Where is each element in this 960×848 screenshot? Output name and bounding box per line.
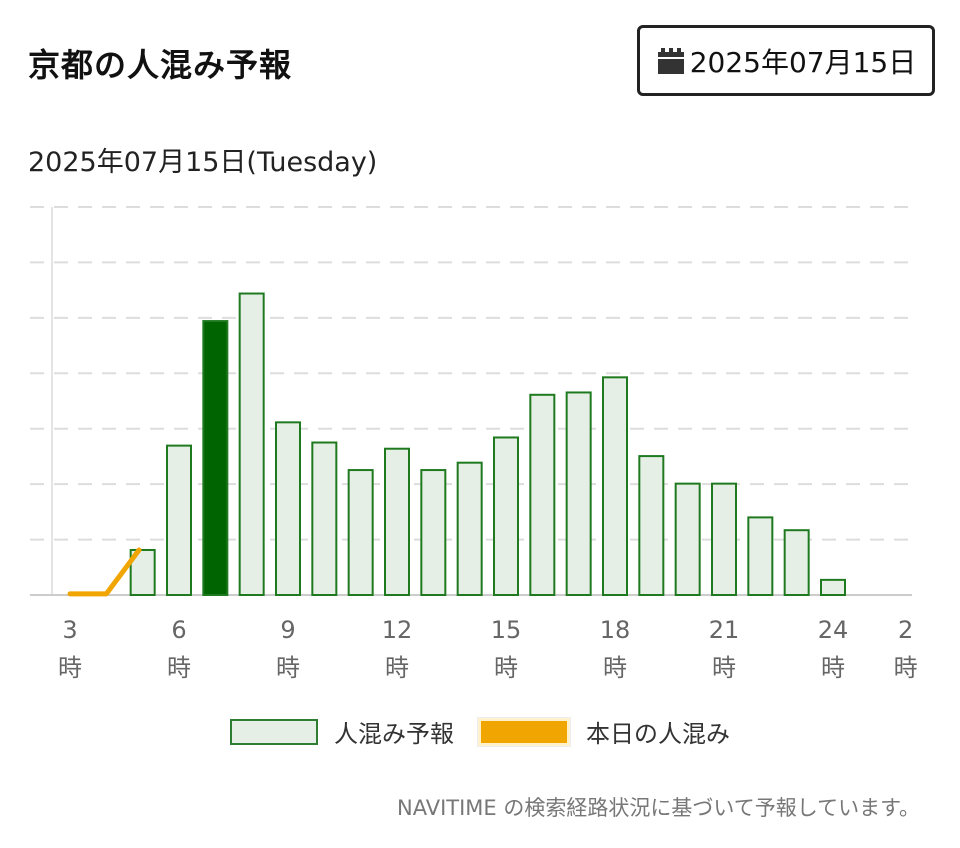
x-tick-unit: 時 xyxy=(276,654,300,682)
x-tick-unit: 時 xyxy=(894,654,918,682)
bar xyxy=(638,455,665,597)
x-tick-label: 6 xyxy=(171,616,186,644)
x-tick-label: 2 xyxy=(898,616,913,644)
x-tick-unit: 時 xyxy=(821,654,845,682)
bar xyxy=(747,516,774,597)
bar xyxy=(820,578,846,596)
bar xyxy=(311,441,338,596)
x-tick-unit: 時 xyxy=(712,654,736,682)
bar xyxy=(493,436,519,596)
chart-legend: 人混み予報 本日の人混み xyxy=(0,714,960,749)
legend-item-today: 本日の人混み xyxy=(468,714,730,749)
bar xyxy=(166,444,192,596)
date-picker-button[interactable]: 2025年07月15日 xyxy=(637,25,935,96)
chart-date-subtitle: 2025年07月15日(Tuesday) xyxy=(28,147,378,178)
bar xyxy=(565,391,592,596)
legend-today-label: 本日の人混み xyxy=(586,720,730,748)
legend-item-forecast: 人混み予報 xyxy=(230,714,454,749)
x-tick-unit: 時 xyxy=(167,654,191,682)
x-tick-unit: 時 xyxy=(58,654,82,682)
bar xyxy=(384,447,410,596)
x-tick-label: 24 xyxy=(818,616,849,644)
x-tick-label: 21 xyxy=(709,616,740,644)
date-button-label: 2025年07月15日 xyxy=(689,45,917,79)
legend-forecast-label: 人混み予報 xyxy=(334,720,454,748)
source-note: NAVITIME の検索経路状況に基づいて予報しています。 xyxy=(396,796,920,820)
x-tick-label: 15 xyxy=(491,616,522,644)
crowd-forecast-chart: 3 時 6 時 9 時 12 時 15 時 18 時 21 時 24 時 2 時 xyxy=(30,206,918,682)
bar xyxy=(711,482,737,597)
bar xyxy=(602,376,628,596)
forecast-swatch xyxy=(230,718,318,745)
bar xyxy=(347,469,374,596)
x-tick-label: 18 xyxy=(600,616,631,644)
x-tick-label: 3 xyxy=(62,616,77,644)
bar xyxy=(529,393,556,596)
today-swatch xyxy=(477,716,571,747)
x-tick-label: 12 xyxy=(382,616,413,644)
x-tick-unit: 時 xyxy=(494,654,518,682)
bar-current-hour xyxy=(202,320,229,596)
bar xyxy=(783,529,810,596)
x-tick-unit: 時 xyxy=(603,654,627,682)
bar xyxy=(420,469,447,596)
calendar-icon xyxy=(657,47,684,74)
bar xyxy=(275,421,301,596)
page-title: 京都の人混み予報 xyxy=(28,46,293,84)
bar xyxy=(238,292,265,596)
x-tick-label: 9 xyxy=(280,616,295,644)
bar xyxy=(456,461,483,596)
today-crowd-line xyxy=(67,547,142,597)
bar xyxy=(674,482,701,597)
x-tick-unit: 時 xyxy=(385,654,409,682)
